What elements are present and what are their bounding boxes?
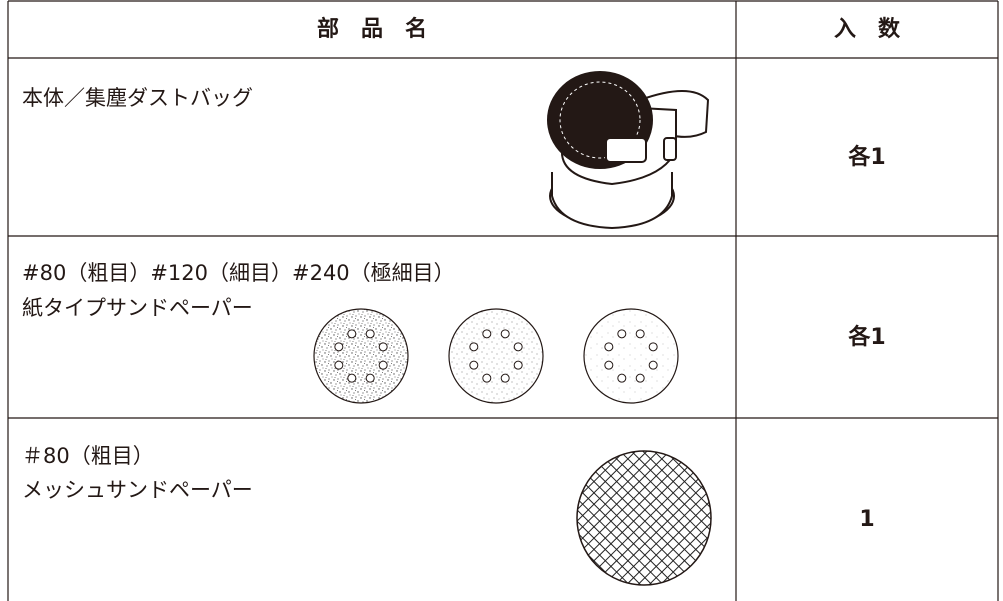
item-name: ＃80（粗目） [22, 444, 154, 468]
item-name: 紙タイプサンドペーパー [22, 296, 253, 320]
item-name: 本体／集塵ダストバッグ [22, 86, 253, 110]
item-name: メッシュサンドペーパー [22, 478, 253, 502]
hole [378, 360, 388, 370]
hole [513, 342, 523, 352]
disc-holes [334, 329, 658, 383]
item-quantity: 1 [859, 507, 874, 532]
hole [334, 360, 344, 370]
hole [500, 373, 510, 383]
hole [604, 342, 614, 352]
hole [617, 329, 627, 339]
hole [347, 373, 357, 383]
hole [365, 373, 375, 383]
hole [469, 342, 479, 352]
hole [635, 329, 645, 339]
hole [347, 329, 357, 339]
hole [482, 373, 492, 383]
header-name: 部 品 名 [317, 16, 427, 42]
hole [469, 360, 479, 370]
hole [482, 329, 492, 339]
item-name: #80（粗目）#120（細目）#240（極細目） [22, 261, 455, 285]
hole [617, 373, 627, 383]
hole [365, 329, 375, 339]
hole [334, 342, 344, 352]
hole [648, 342, 658, 352]
hole [648, 360, 658, 370]
header-quantity: 入 数 [834, 16, 901, 42]
hole [378, 342, 388, 352]
item-quantity: 各1 [847, 144, 885, 170]
hole [500, 329, 510, 339]
item-quantity: 各1 [847, 324, 885, 350]
mesh-disc [576, 450, 712, 586]
paper-discs [313, 308, 679, 404]
hole [604, 360, 614, 370]
table-grid [7, 0, 999, 601]
hole [513, 360, 523, 370]
sander-illustration [547, 71, 710, 230]
hole [635, 373, 645, 383]
